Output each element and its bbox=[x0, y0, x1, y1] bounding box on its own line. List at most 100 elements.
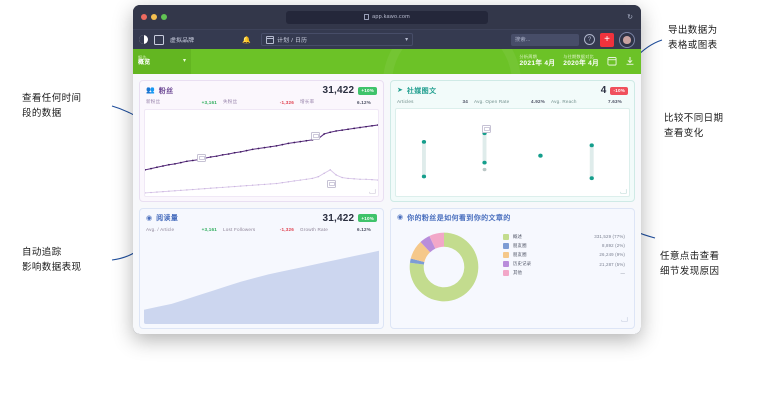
card-articles[interactable]: ➤ 社媒图文 4 -10% Articles 34 Avg. Open Rate 4… bbox=[390, 80, 635, 202]
legend-item: 朋友圈 8,892 (2%) bbox=[503, 242, 625, 249]
stat-item: 增长率 6.12% bbox=[300, 99, 377, 105]
browser-titlebar: app.kawo.com ↻ bbox=[133, 5, 641, 29]
report-view-selector[interactable]: 报告 概览 ▾ bbox=[133, 49, 191, 74]
legend-swatch bbox=[503, 261, 509, 268]
close-window-button[interactable] bbox=[141, 14, 147, 20]
card-articles-header: ➤ 社媒图文 4 -10% bbox=[391, 81, 634, 99]
address-bar-url: app.kawo.com bbox=[372, 14, 410, 20]
eye-icon: ◉ bbox=[146, 214, 153, 222]
stat-item: Avg. / Article +3,161 bbox=[146, 227, 223, 232]
legend-swatch bbox=[503, 251, 509, 258]
stat-value: 4.92% bbox=[530, 99, 545, 104]
dashboard-grid: 👥 粉丝 31,422 +10% 新粉丝 +3,161 失粉丝 -1,326 增长率… bbox=[133, 74, 641, 334]
card-sources[interactable]: ◉ 你的粉丝是如何看到你的文章的 概述 331,529 (77%) 朋友圈 8,892… bbox=[390, 207, 635, 329]
add-button[interactable]: + bbox=[600, 32, 614, 47]
brand-logo-icon[interactable] bbox=[139, 35, 148, 44]
brand-label: 虚拟品牌 bbox=[170, 38, 195, 44]
card-fans[interactable]: 👥 粉丝 31,422 +10% 新粉丝 +3,161 失粉丝 -1,326 增长率… bbox=[139, 80, 384, 202]
card-reads-title: 阅读量 bbox=[156, 215, 179, 222]
status-badge: +10% bbox=[358, 86, 377, 95]
legend-label: 概述 bbox=[513, 233, 523, 239]
annotation-left-top: 查看任何时间 段的数据 bbox=[22, 93, 82, 119]
stat-key: Avg. Open Rate bbox=[474, 99, 510, 104]
card-fans-value: 31,422 bbox=[322, 85, 355, 96]
data-point-tooltip-icon[interactable] bbox=[311, 132, 320, 140]
stat-item: 失粉丝 -1,326 bbox=[223, 99, 300, 105]
chart-reads-area[interactable] bbox=[144, 236, 379, 324]
date-range-compare[interactable]: 与往期数据对比 2020年 4月 bbox=[563, 54, 599, 68]
annotation-right-mid: 比较不同日期 查看变化 bbox=[664, 113, 724, 139]
data-point-tooltip-icon[interactable] bbox=[327, 180, 336, 188]
card-sources-header: ◉ 你的粉丝是如何看到你的文章的 bbox=[391, 209, 634, 226]
reload-icon[interactable]: ↻ bbox=[627, 14, 633, 21]
window-controls[interactable] bbox=[141, 14, 167, 20]
calendar-icon[interactable] bbox=[607, 56, 617, 66]
address-bar[interactable]: app.kawo.com bbox=[286, 10, 488, 24]
card-reads-header: ◉ 阅读量 31,422 +10% bbox=[140, 209, 383, 227]
date-range-compare-value: 2020年 4月 bbox=[563, 59, 599, 67]
card-reads-summary: 31,422 +10% bbox=[323, 213, 377, 224]
lock-icon bbox=[364, 14, 370, 20]
date-range-primary[interactable]: 分析周期 2021年 4月 bbox=[519, 54, 555, 68]
chevron-down-icon: ▾ bbox=[182, 58, 186, 64]
card-reads-stats: Avg. / Article +3,161 Lost Followers -1,32… bbox=[140, 227, 383, 236]
legend-swatch bbox=[503, 270, 509, 277]
stat-value: +3,161 bbox=[201, 99, 217, 105]
legend-value: 21,287 (5%) bbox=[599, 261, 625, 267]
legend-value: 26,249 (9%) bbox=[599, 252, 625, 258]
legend-value: — bbox=[620, 270, 625, 276]
stat-item: Avg. Reach 7.63% bbox=[551, 99, 628, 104]
stat-item: Articles 34 bbox=[397, 99, 474, 104]
app-navbar: 虚拟品牌 🔔 计划 / 日历 ▾ 搜索... ? + bbox=[133, 29, 641, 49]
search-input[interactable]: 搜索... bbox=[511, 33, 579, 46]
data-point-tooltip-icon[interactable] bbox=[482, 125, 491, 133]
stat-value: +3,161 bbox=[201, 226, 217, 232]
card-articles-title: 社媒图文 bbox=[406, 87, 437, 95]
data-point-tooltip-icon[interactable] bbox=[197, 154, 206, 162]
resize-handle-icon[interactable] bbox=[620, 187, 627, 194]
stat-key: 新粉丝 bbox=[146, 99, 161, 104]
sources-donut-svg bbox=[409, 232, 479, 301]
resize-handle-icon[interactable] bbox=[369, 187, 376, 194]
stat-item: Growth Rate 6.12% bbox=[300, 227, 377, 232]
resize-handle-icon[interactable] bbox=[621, 315, 628, 322]
report-view-caption: 报告 bbox=[138, 55, 147, 61]
chart-sources-donut[interactable]: 概述 331,529 (77%) 朋友圈 8,892 (2%) 朋友圈 26,249 (9… bbox=[395, 226, 630, 325]
card-articles-value: 4 bbox=[600, 85, 607, 96]
stat-item: Avg. Open Rate 4.92% bbox=[474, 99, 551, 104]
sources-legend: 概述 331,529 (77%) 朋友圈 8,892 (2%) 朋友圈 26,249 (9… bbox=[503, 233, 625, 277]
fans-line-svg bbox=[145, 124, 378, 194]
brand-checkbox-icon[interactable] bbox=[154, 34, 164, 45]
notification-bell-icon[interactable]: 🔔 bbox=[242, 36, 252, 44]
followers-icon: 👥 bbox=[146, 87, 155, 94]
chevron-down-icon: ▾ bbox=[405, 36, 409, 43]
card-fans-title: 粉丝 bbox=[158, 87, 174, 95]
paper-plane-icon: ➤ bbox=[397, 87, 403, 94]
browser-window: app.kawo.com ↻ 虚拟品牌 🔔 计划 / 日历 ▾ 搜索... ? … bbox=[133, 5, 641, 334]
minimize-window-button[interactable] bbox=[151, 14, 157, 20]
toolbar-right-group: 分析周期 2021年 4月 与往期数据对比 2020年 4月 bbox=[519, 54, 635, 68]
legend-swatch bbox=[503, 242, 509, 249]
search-placeholder: 搜索... bbox=[515, 37, 531, 43]
legend-value: 331,529 (77%) bbox=[594, 234, 625, 239]
download-export-icon[interactable] bbox=[625, 56, 635, 66]
reads-area-svg bbox=[144, 250, 379, 324]
legend-swatch bbox=[503, 233, 509, 240]
card-fans-header: 👥 粉丝 31,422 +10% bbox=[140, 81, 383, 99]
card-reads[interactable]: ◉ 阅读量 31,422 +10% Avg. / Article +3,161 L… bbox=[139, 207, 384, 329]
plan-label: 计划 / 日历 bbox=[277, 38, 308, 44]
stat-key: 增长率 bbox=[300, 99, 315, 104]
eye-icon: ◉ bbox=[397, 214, 404, 221]
date-range-compare-caption: 与往期数据对比 bbox=[563, 54, 594, 60]
legend-value: 8,892 (2%) bbox=[602, 243, 625, 249]
plan-calendar-selector[interactable]: 计划 / 日历 ▾ bbox=[261, 33, 414, 46]
legend-item: 概述 331,529 (77%) bbox=[503, 233, 625, 240]
maximize-window-button[interactable] bbox=[161, 14, 167, 20]
chart-fans-line[interactable] bbox=[144, 109, 379, 197]
annotation-right-bottom: 任意点击查看 细节发现原因 bbox=[660, 251, 720, 277]
chart-articles-scatter[interactable] bbox=[395, 108, 630, 197]
card-sources-title: 你的粉丝是如何看到你的文章的 bbox=[407, 214, 511, 222]
avatar[interactable] bbox=[619, 31, 635, 48]
help-icon[interactable]: ? bbox=[584, 34, 595, 45]
stat-value: -1,326 bbox=[279, 99, 294, 105]
